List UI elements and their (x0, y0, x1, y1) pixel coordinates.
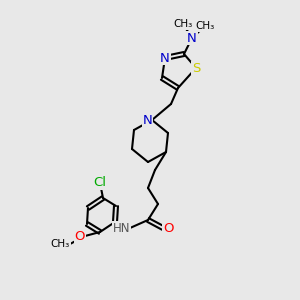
Text: CH₃: CH₃ (51, 239, 70, 249)
Text: CH₃: CH₃ (195, 21, 214, 31)
Text: O: O (163, 221, 173, 235)
Text: HN: HN (112, 221, 130, 235)
Text: N: N (142, 113, 152, 127)
Text: Cl: Cl (94, 176, 106, 190)
Text: N: N (187, 32, 197, 44)
Text: CH₃: CH₃ (173, 19, 193, 29)
Text: O: O (74, 230, 85, 242)
Text: N: N (160, 52, 170, 64)
Text: S: S (192, 61, 200, 74)
